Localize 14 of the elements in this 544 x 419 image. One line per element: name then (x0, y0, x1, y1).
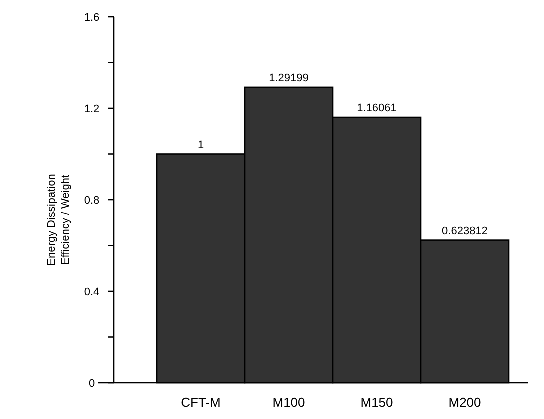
x-tick-label: CFT-M (181, 395, 221, 410)
x-tick-label: M150 (360, 395, 394, 410)
data-label: 1 (198, 139, 204, 152)
y-tick-label: 0.8 (84, 195, 100, 207)
y-tick-label: 0.4 (84, 286, 100, 298)
data-label: 1.29199 (269, 72, 309, 84)
x-tick-label: M200 (448, 395, 482, 410)
y-tick-label: 1.2 (84, 104, 100, 116)
data-label: 0.623812 (442, 225, 488, 238)
x-tick-label: M100 (272, 395, 306, 410)
y-axis-title: Energy Dissipation Efficiency / Weight (46, 174, 72, 266)
y-tick-label: 0 (88, 378, 96, 390)
data-label: 1.16061 (357, 102, 397, 115)
y-tick-label: 1.6 (84, 12, 100, 24)
